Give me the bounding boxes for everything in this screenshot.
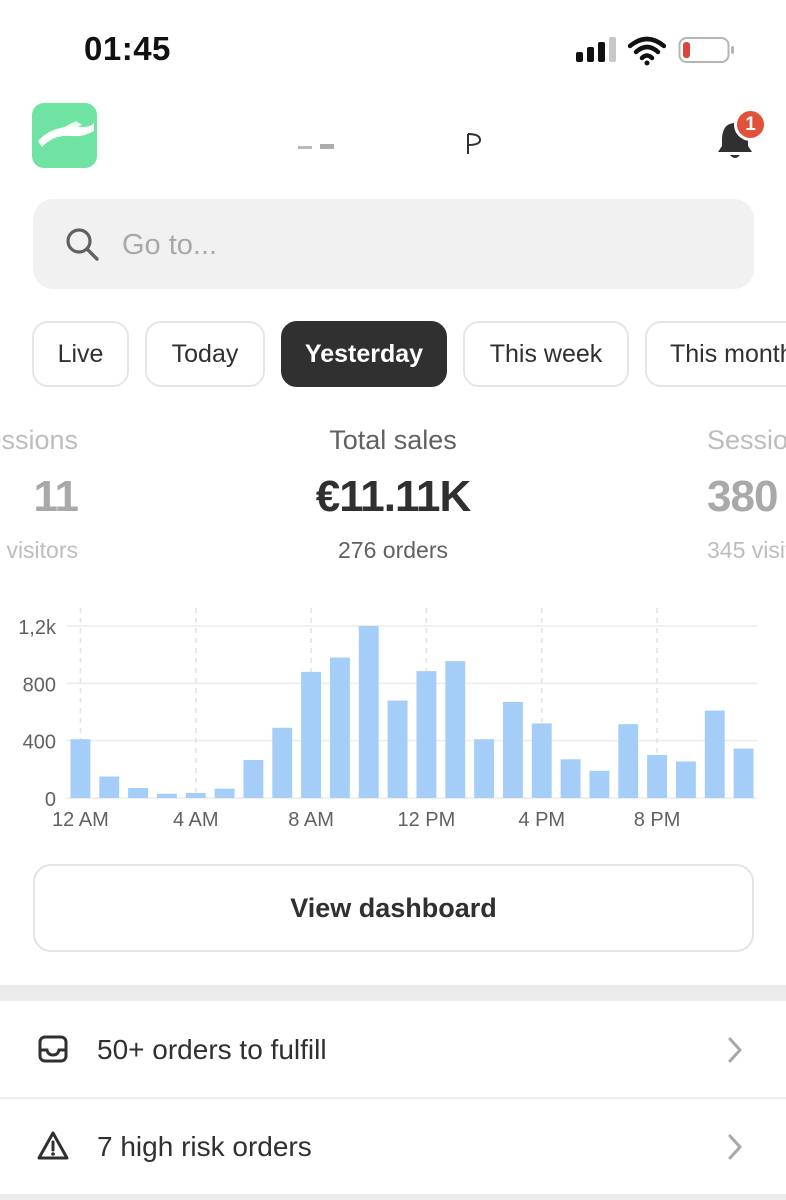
- notification-badge: 1: [734, 108, 767, 141]
- chart-bar[interactable]: [329, 657, 350, 798]
- x-tick-label: 8 PM: [634, 809, 681, 831]
- period-tabs: Live Today Yesterday This week This mont…: [0, 321, 786, 389]
- tab-yesterday[interactable]: Yesterday: [281, 321, 447, 387]
- metric-sub: visitors: [6, 537, 78, 563]
- tab-this-month[interactable]: This month: [645, 321, 786, 387]
- row-divider: [0, 1097, 786, 1099]
- store-logo-icon[interactable]: [32, 103, 97, 168]
- chevron-right-icon: [728, 1037, 742, 1063]
- chart-bar[interactable]: [675, 761, 696, 798]
- x-tick-label: 4 PM: [518, 809, 565, 831]
- metric-label: Sessions: [707, 425, 786, 455]
- chart-bar[interactable]: [387, 700, 408, 798]
- chart-bar[interactable]: [618, 724, 639, 798]
- tab-live[interactable]: Live: [32, 321, 129, 387]
- cellular-signal-icon: [576, 37, 616, 62]
- x-tick-label: 4 AM: [173, 809, 219, 831]
- y-tick-label: 400: [23, 732, 56, 754]
- battery-icon: [678, 37, 734, 63]
- tab-today[interactable]: Today: [145, 321, 265, 387]
- chart-bar[interactable]: [128, 787, 149, 798]
- chart-bar[interactable]: [185, 792, 206, 798]
- chart-bar[interactable]: [272, 727, 293, 798]
- section-divider: [0, 985, 786, 1001]
- view-dashboard-button[interactable]: View dashboard: [33, 864, 754, 952]
- chart-bar[interactable]: [445, 661, 466, 798]
- chart-bar[interactable]: [647, 755, 668, 798]
- x-tick-label: 8 AM: [288, 809, 334, 831]
- chart-bar[interactable]: [733, 748, 754, 798]
- y-tick-label: 1,2k: [18, 617, 57, 639]
- task-label: 50+ orders to fulfill: [97, 1034, 327, 1065]
- metric-sub: 276 orders: [338, 537, 448, 563]
- store-name-graphic: [298, 133, 482, 154]
- chart-bar[interactable]: [214, 788, 235, 798]
- chart-bar[interactable]: [99, 776, 120, 799]
- metric-card-sessions-left[interactable]: Sessions 11 visitors: [0, 418, 120, 568]
- store-logo-graphic: [38, 121, 94, 147]
- section-divider: [0, 1194, 786, 1200]
- chart-bar[interactable]: [358, 626, 379, 798]
- search-icon: [66, 228, 99, 261]
- y-tick-label: 800: [23, 674, 56, 696]
- metric-label: Sessions: [0, 425, 78, 455]
- x-tick-label: 12 AM: [52, 809, 109, 831]
- chart-bar[interactable]: [474, 739, 495, 798]
- task-row-orders-to-fulfill[interactable]: 50+ orders to fulfill: [0, 1002, 786, 1098]
- sales-bar-chart[interactable]: 0 400 800 1,2k 12 AM 4 AM 8 AM 12 PM 4 PM 8 PM: [0, 600, 786, 840]
- metric-label: Total sales: [329, 425, 457, 455]
- chevron-right-icon: [728, 1134, 742, 1160]
- chart-bar[interactable]: [70, 739, 91, 798]
- status-time: 01:45: [84, 30, 171, 67]
- tab-this-week[interactable]: This week: [463, 321, 629, 387]
- inbox-icon: [38, 1035, 68, 1063]
- metric-card-total-sales[interactable]: Total sales €11.11K 276 orders: [243, 418, 543, 568]
- chart-bar[interactable]: [502, 701, 523, 798]
- task-row-high-risk-orders[interactable]: 7 high risk orders: [0, 1099, 786, 1195]
- metric-value: 11: [33, 472, 79, 521]
- warning-icon: [37, 1131, 69, 1160]
- chart-bar[interactable]: [156, 793, 177, 798]
- metric-sub: 345 visitors: [707, 537, 786, 563]
- chart-bar[interactable]: [531, 723, 552, 798]
- metric-value: €11.11K: [315, 472, 472, 521]
- chart-bar[interactable]: [416, 671, 437, 798]
- search-input[interactable]: [122, 222, 722, 268]
- x-tick-label: 12 PM: [398, 809, 456, 831]
- chart-bar[interactable]: [704, 710, 725, 798]
- metric-card-sessions-right[interactable]: Sessions 380 345 visitors: [707, 418, 786, 568]
- chart-bar[interactable]: [243, 760, 264, 798]
- chart-bar[interactable]: [560, 759, 581, 798]
- y-tick-label: 0: [45, 789, 56, 811]
- chart-bar[interactable]: [589, 770, 610, 798]
- status-bar: 01:45: [0, 0, 786, 100]
- metric-value: 380: [707, 472, 778, 521]
- task-label: 7 high risk orders: [97, 1131, 312, 1162]
- wifi-icon: [628, 36, 666, 66]
- chart-bar[interactable]: [301, 671, 322, 798]
- metrics-carousel[interactable]: Sessions 11 visitors Total sales €11.11K…: [0, 418, 786, 568]
